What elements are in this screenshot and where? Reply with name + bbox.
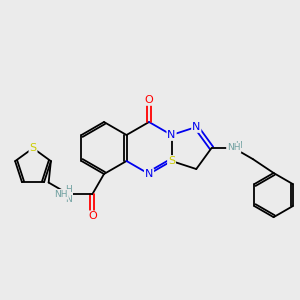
Text: N: N bbox=[145, 169, 153, 179]
Text: H
N: H N bbox=[65, 184, 72, 204]
Text: N: N bbox=[167, 130, 176, 140]
Text: NH: NH bbox=[54, 190, 68, 199]
Text: N: N bbox=[192, 122, 200, 132]
Text: NH: NH bbox=[227, 143, 240, 152]
Text: S: S bbox=[168, 156, 175, 166]
Text: O: O bbox=[88, 212, 97, 221]
Text: O: O bbox=[145, 95, 153, 105]
Text: S: S bbox=[29, 143, 37, 153]
Text: H: H bbox=[235, 142, 242, 151]
